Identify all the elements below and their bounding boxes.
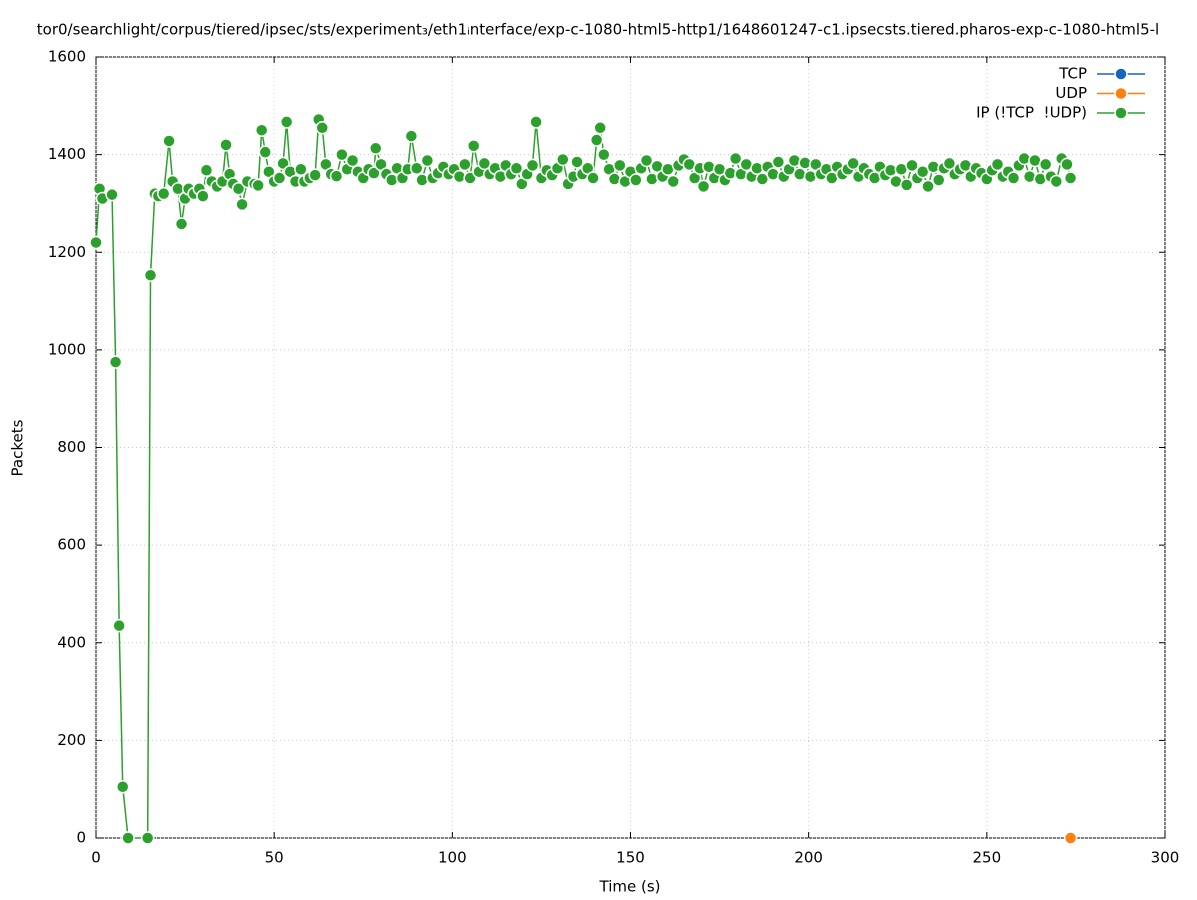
- data-point: [219, 138, 233, 152]
- data-point: [108, 355, 123, 369]
- data-point: [639, 153, 654, 168]
- data-point: [1063, 171, 1078, 185]
- data-point: [140, 831, 155, 845]
- data-point: [846, 156, 860, 171]
- data-point: [105, 187, 119, 202]
- legend-marker: [1114, 67, 1128, 81]
- x-tick-label: 300: [1151, 849, 1180, 867]
- data-point: [589, 133, 604, 147]
- data-point: [294, 162, 308, 177]
- data-point: [235, 197, 249, 212]
- y-tick-label: 400: [57, 633, 86, 651]
- data-point: [1038, 157, 1053, 172]
- data-point: [593, 121, 607, 135]
- data-point: [942, 156, 957, 171]
- y-tick-label: 600: [57, 536, 86, 554]
- x-axis-label: Time (s): [599, 878, 661, 896]
- data-point: [231, 182, 246, 196]
- y-axis-label: Packets: [9, 419, 27, 476]
- data-point: [899, 178, 914, 192]
- data-point: [728, 151, 743, 166]
- data-point: [251, 178, 265, 193]
- data-point: [586, 171, 600, 185]
- data-point: [463, 171, 477, 185]
- data-point: [162, 134, 176, 148]
- data-point: [1017, 151, 1031, 166]
- data-point: [905, 158, 919, 173]
- data-point: [368, 141, 383, 156]
- data-point: [771, 155, 786, 169]
- y-tick-label: 0: [76, 829, 86, 847]
- data-point: [915, 164, 930, 179]
- data-point: [89, 235, 103, 250]
- data-point: [1006, 171, 1021, 185]
- y-tick-label: 800: [57, 438, 86, 456]
- data-point: [196, 189, 210, 203]
- data-point: [755, 172, 770, 186]
- data-point: [143, 268, 158, 282]
- legend-label: UDP: [1055, 84, 1087, 102]
- data-point: [199, 163, 214, 177]
- data-point: [335, 147, 349, 162]
- chart-title: tor0/searchlight/corpus/tiered/ipsec/sts…: [37, 21, 1159, 39]
- data-point: [115, 779, 130, 794]
- data-point: [1063, 831, 1078, 845]
- legend-marker: [1114, 106, 1128, 120]
- data-point: [121, 831, 135, 845]
- legend-label: IP (!TCP !UDP): [976, 104, 1087, 122]
- data-point: [272, 171, 287, 185]
- legend-label: TCP: [1058, 65, 1087, 83]
- data-point: [308, 168, 322, 182]
- data-point: [613, 158, 627, 173]
- y-tick-label: 1000: [48, 340, 86, 358]
- data-point: [597, 147, 611, 162]
- legend-marker: [1114, 86, 1128, 101]
- x-tick-label: 100: [438, 849, 467, 867]
- data-point: [570, 155, 584, 169]
- data-point: [420, 153, 435, 168]
- data-point: [112, 618, 126, 633]
- data-point: [174, 217, 189, 231]
- x-tick-label: 200: [794, 849, 823, 867]
- x-tick-label: 50: [265, 849, 284, 867]
- data-point: [1049, 174, 1064, 189]
- data-point: [1060, 157, 1074, 172]
- data-point: [254, 123, 269, 137]
- data-point: [156, 186, 171, 201]
- data-point: [477, 156, 492, 171]
- data-point: [921, 179, 935, 194]
- data-point: [404, 129, 419, 143]
- series-line: [95, 119, 1072, 839]
- x-tick-label: 250: [973, 849, 1002, 867]
- data-point: [666, 174, 681, 189]
- data-point: [629, 173, 643, 187]
- data-point: [529, 115, 543, 129]
- data-point: [258, 145, 273, 159]
- data-point: [458, 157, 472, 172]
- data-point: [279, 115, 294, 129]
- data-point: [990, 157, 1005, 172]
- data-point: [556, 152, 570, 167]
- data-point: [415, 173, 429, 187]
- data-point: [409, 161, 424, 176]
- y-tick-label: 1400: [48, 145, 86, 163]
- data-point: [329, 169, 344, 183]
- y-tick-label: 200: [57, 731, 86, 749]
- data-point: [315, 121, 330, 135]
- data-point: [931, 173, 946, 187]
- data-point: [345, 153, 360, 168]
- data-point: [509, 161, 524, 176]
- data-point: [696, 179, 711, 194]
- x-tick-label: 0: [91, 849, 101, 867]
- data-point: [466, 139, 481, 153]
- data-point: [385, 173, 399, 187]
- y-tick-label: 1600: [48, 48, 86, 66]
- x-tick-label: 150: [616, 849, 645, 867]
- data-point: [525, 158, 540, 173]
- y-tick-label: 1200: [48, 243, 86, 261]
